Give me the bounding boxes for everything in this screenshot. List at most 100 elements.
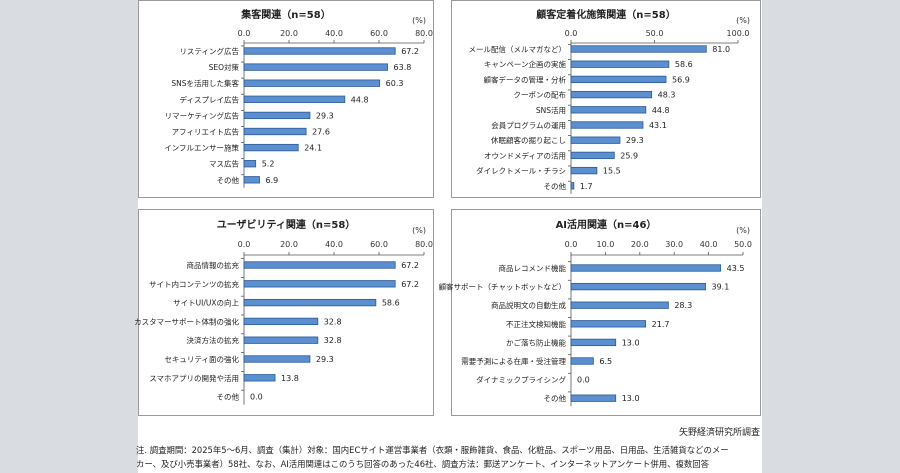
chart-svg: ユーザビリティ関連（n=58） (%) 0.0 20.0 40.0 60.0 80.0 商品情… <box>134 218 433 405</box>
category-label: 休眠顧客の掘り起こし <box>491 135 566 145</box>
category-label: インフルエンサー施策 <box>164 143 239 153</box>
background-right <box>762 0 900 473</box>
unit-label: (%) <box>412 226 426 235</box>
category-label: サイト内コンテンツの拡充 <box>149 279 239 289</box>
bar-value-label: 63.8 <box>394 63 412 72</box>
bar-value-label: 5.2 <box>262 160 275 169</box>
category-label: サイトUI/UXの向上 <box>173 298 239 308</box>
x-tick-label: 0.0 <box>238 29 251 38</box>
unit-label: (%) <box>736 16 750 25</box>
chart-title: 集客関連（n=58） <box>240 8 330 21</box>
bar <box>243 280 396 288</box>
x-tick-label: 50.0 <box>734 240 752 249</box>
bar-value-label: 67.2 <box>401 47 419 56</box>
bar <box>570 90 653 99</box>
bar <box>243 374 276 382</box>
bar <box>570 136 621 144</box>
x-tick-label: 20.0 <box>280 240 298 249</box>
chart-title: ユーザビリティ関連（n=58） <box>217 218 356 231</box>
bar-value-label: 44.8 <box>351 95 369 104</box>
bar <box>570 338 617 347</box>
bar <box>570 301 669 309</box>
x-tick-label: 40.0 <box>325 240 343 249</box>
bar-value-label: 29.3 <box>316 355 334 364</box>
bar <box>243 47 396 55</box>
category-label: その他 <box>217 175 240 185</box>
footnote: 注. 調査期間：2025年5～6月、調査（集計）対象：国内ECサイト運営事業者（… <box>136 443 776 471</box>
bar <box>570 166 598 175</box>
bar-value-label: 13.0 <box>622 394 640 403</box>
x-tick-label: 60.0 <box>370 240 388 249</box>
bar <box>243 95 346 103</box>
category-label: スマホアプリの開発や活用 <box>149 373 239 383</box>
category-label: リスティング広告 <box>179 46 239 56</box>
category-label: アフィリエイト広告 <box>172 127 240 137</box>
bar-value-label: 6.5 <box>599 357 612 366</box>
bar-value-label: 58.6 <box>382 299 400 308</box>
x-tick-label: 30.0 <box>665 240 683 249</box>
category-label: ディスプレイ広告 <box>180 94 240 104</box>
category-label: その他 <box>544 181 567 191</box>
category-label: マス広告 <box>209 159 239 169</box>
bar <box>243 63 388 71</box>
bar-value-label: 0.0 <box>577 376 590 385</box>
bar <box>570 60 670 68</box>
chart-panel-customer-retention: 顧客定着化施策関連（n=58） (%) 0.0 50.0 100.0 メール配信（メルマガ… <box>451 0 761 198</box>
bar <box>243 336 319 344</box>
bar-value-label: 81.0 <box>712 45 730 54</box>
bar-value-label: 27.6 <box>312 128 330 137</box>
category-label: SEO対策 <box>209 62 240 72</box>
category-label: メール配信（メルマガなど） <box>469 44 567 54</box>
x-tick-label: 40.0 <box>700 240 718 249</box>
category-label: ダイナミックプライシング <box>476 375 566 385</box>
chart-svg: 顧客定着化施策関連（n=58） (%) 0.0 50.0 100.0 メール配信（メルマガ… <box>469 8 750 194</box>
bar <box>243 111 311 120</box>
x-tick-label: 80.0 <box>415 240 433 249</box>
bar <box>570 45 707 53</box>
bar-value-label: 44.8 <box>652 106 670 115</box>
bar-value-label: 25.9 <box>620 151 638 160</box>
bar-value-label: 6.9 <box>266 176 279 185</box>
x-tick-label: 0.0 <box>565 29 578 38</box>
x-tick-label: 40.0 <box>325 29 343 38</box>
bar <box>570 394 617 402</box>
bar <box>243 317 319 326</box>
x-tick-label: 20.0 <box>631 240 649 249</box>
bar <box>243 298 377 307</box>
category-label: SNSを活用した集客 <box>171 78 239 88</box>
chart-panel-ai-usage: AI活用関連（n=46） (%) 0.0 10.0 20.0 30.0 40.0 50.0 商品… <box>439 209 761 416</box>
category-label: 需要予測による在庫・受注管理 <box>461 356 566 366</box>
bar <box>570 75 667 84</box>
category-label: 商品情報の拡充 <box>187 260 240 270</box>
footnote-line-1: 注. 調査期間：2025年5～6月、調査（集計）対象：国内ECサイト運営事業者（… <box>136 445 729 455</box>
bar-value-label: 15.5 <box>603 167 621 176</box>
category-label: 商品説明文の自動生成 <box>491 300 566 310</box>
bar-value-label: 21.7 <box>652 320 670 329</box>
bar-value-label: 48.3 <box>658 91 676 100</box>
category-label: その他 <box>544 393 567 403</box>
bar <box>570 121 644 129</box>
category-label: 決済方法の拡充 <box>187 335 240 345</box>
chart-svg: AI活用関連（n=46） (%) 0.0 10.0 20.0 30.0 40.0 50.0 商品… <box>439 218 752 407</box>
source-credit: 矢野経済研究所調査 <box>678 428 760 438</box>
x-tick-label: 20.0 <box>280 29 298 38</box>
bar <box>243 261 396 269</box>
x-tick-label: 0.0 <box>238 240 251 249</box>
bar-value-label: 24.1 <box>304 144 322 153</box>
bar <box>243 355 311 363</box>
bar-value-label: 43.1 <box>649 121 667 130</box>
category-label: リマーケティング広告 <box>165 110 240 120</box>
bar-value-label: 32.8 <box>324 317 342 326</box>
bar-value-label: 56.9 <box>672 75 690 84</box>
category-label: ダイレクトメール・チラシ <box>476 166 566 176</box>
bar <box>243 160 257 168</box>
bar-value-label: 43.5 <box>727 264 745 273</box>
category-label: オウンドメディアの活用 <box>484 150 566 160</box>
bar-value-label: 29.3 <box>626 136 644 145</box>
bar <box>243 176 260 184</box>
bar <box>570 320 647 328</box>
x-tick-label: 10.0 <box>596 240 614 249</box>
bar <box>243 79 381 87</box>
x-tick-label: 0.0 <box>565 240 578 249</box>
chart-title: AI活用関連（n=46） <box>556 218 657 231</box>
